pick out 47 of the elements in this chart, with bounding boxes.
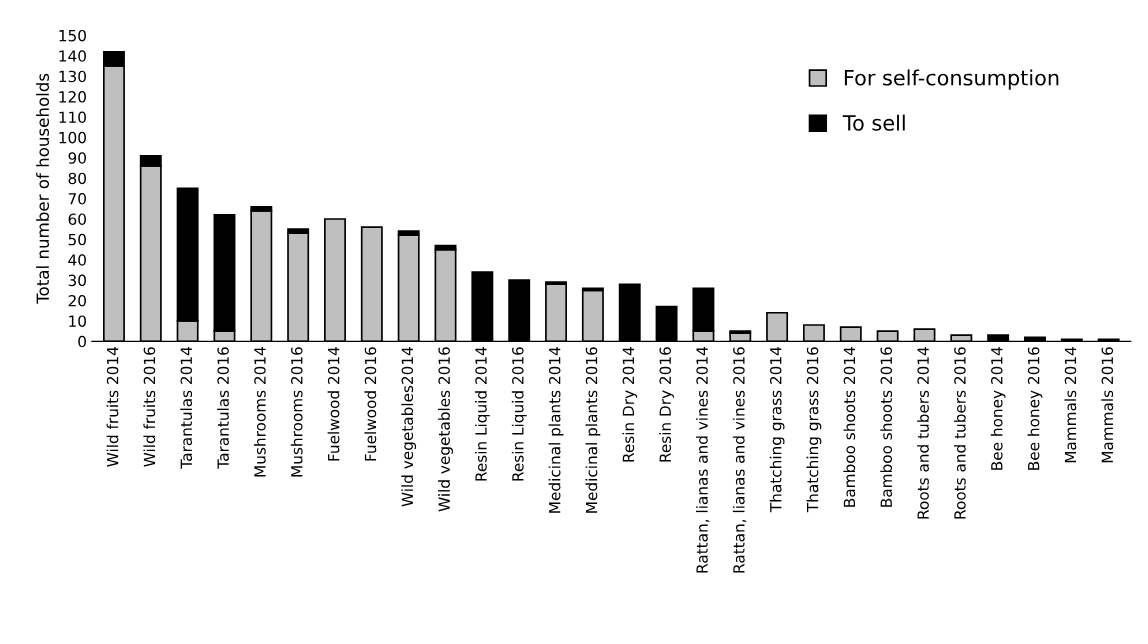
y-tick-label: 60 [68,213,86,225]
y-axis-title: Total number of households [36,73,50,304]
x-tick-label: Mammals 2014 [1064,347,1077,463]
x-tick-label: Bee honey 2016 [1027,347,1043,470]
y-tick-label: 20 [68,295,86,307]
x-tick-label: Fuelwood 2014 [327,347,340,461]
y-tick-label: 150 [59,29,86,42]
x-tick-label: Roots and tubers 2016 [953,347,966,519]
x-tick-label: Wild fruits 2014 [106,347,119,467]
y-tick-label: 80 [68,172,86,185]
y-tick-label: 10 [69,315,86,327]
x-tick-label: Bamboo shoots 2016 [880,347,893,507]
y-tick-label: 50 [68,233,86,246]
x-tick-label: Resin Liquid 2014 [474,347,490,481]
y-tick-label: 120 [59,91,86,103]
x-tick-label: Medicinal plants 2014 [548,347,564,513]
x-tick-label: Medicinal plants 2016 [585,347,601,513]
legend-label: For self-consumption [844,69,1059,90]
y-tick-label: 0 [78,335,86,348]
y-tick-label: 70 [68,193,86,205]
x-tick-label: Resin Liquid 2016 [511,347,527,481]
y-tick-label: 130 [59,70,86,83]
x-tick-label: Resin Dry 2016 [659,347,674,462]
x-tick-label: Mammals 2016 [1101,347,1114,463]
x-tick-label: Thatching grass 2014 [769,347,785,513]
y-tick-label: 100 [59,131,86,144]
y-tick-label: 90 [68,152,86,164]
y-tick-label: 140 [59,50,86,62]
legend-label: To sell [842,114,905,131]
x-tick-label: Fuelwood 2016 [364,347,377,461]
x-tick-label: Tarantulas 2014 [180,347,193,469]
x-tick-label: Thatching grass 2016 [806,347,822,513]
x-tick-label: Tarantulas 2016 [217,347,229,469]
x-tick-label: Wild vegetables2014 [401,347,417,507]
x-tick-label: Mushrooms 2014 [253,347,266,477]
x-tick-label: Rattan, lianas and vines 2014 [696,347,710,573]
x-tick-label: Bee honey 2014 [990,347,1006,470]
x-tick-label: Wild fruits 2016 [143,347,156,467]
y-tick-label: 110 [59,111,86,124]
y-tick-label: 40 [68,254,86,266]
x-tick-label: Resin Dry 2014 [622,347,638,462]
x-tick-label: Wild vegetables 2016 [438,347,453,512]
x-tick-label: Bamboo shoots 2014 [843,347,856,507]
y-tick-label: 30 [68,274,86,287]
x-tick-label: Rattan, lianas and vines 2016 [732,347,747,573]
x-tick-label: Roots and tubers 2014 [917,347,929,519]
x-tick-label: Mushrooms 2016 [290,347,303,477]
